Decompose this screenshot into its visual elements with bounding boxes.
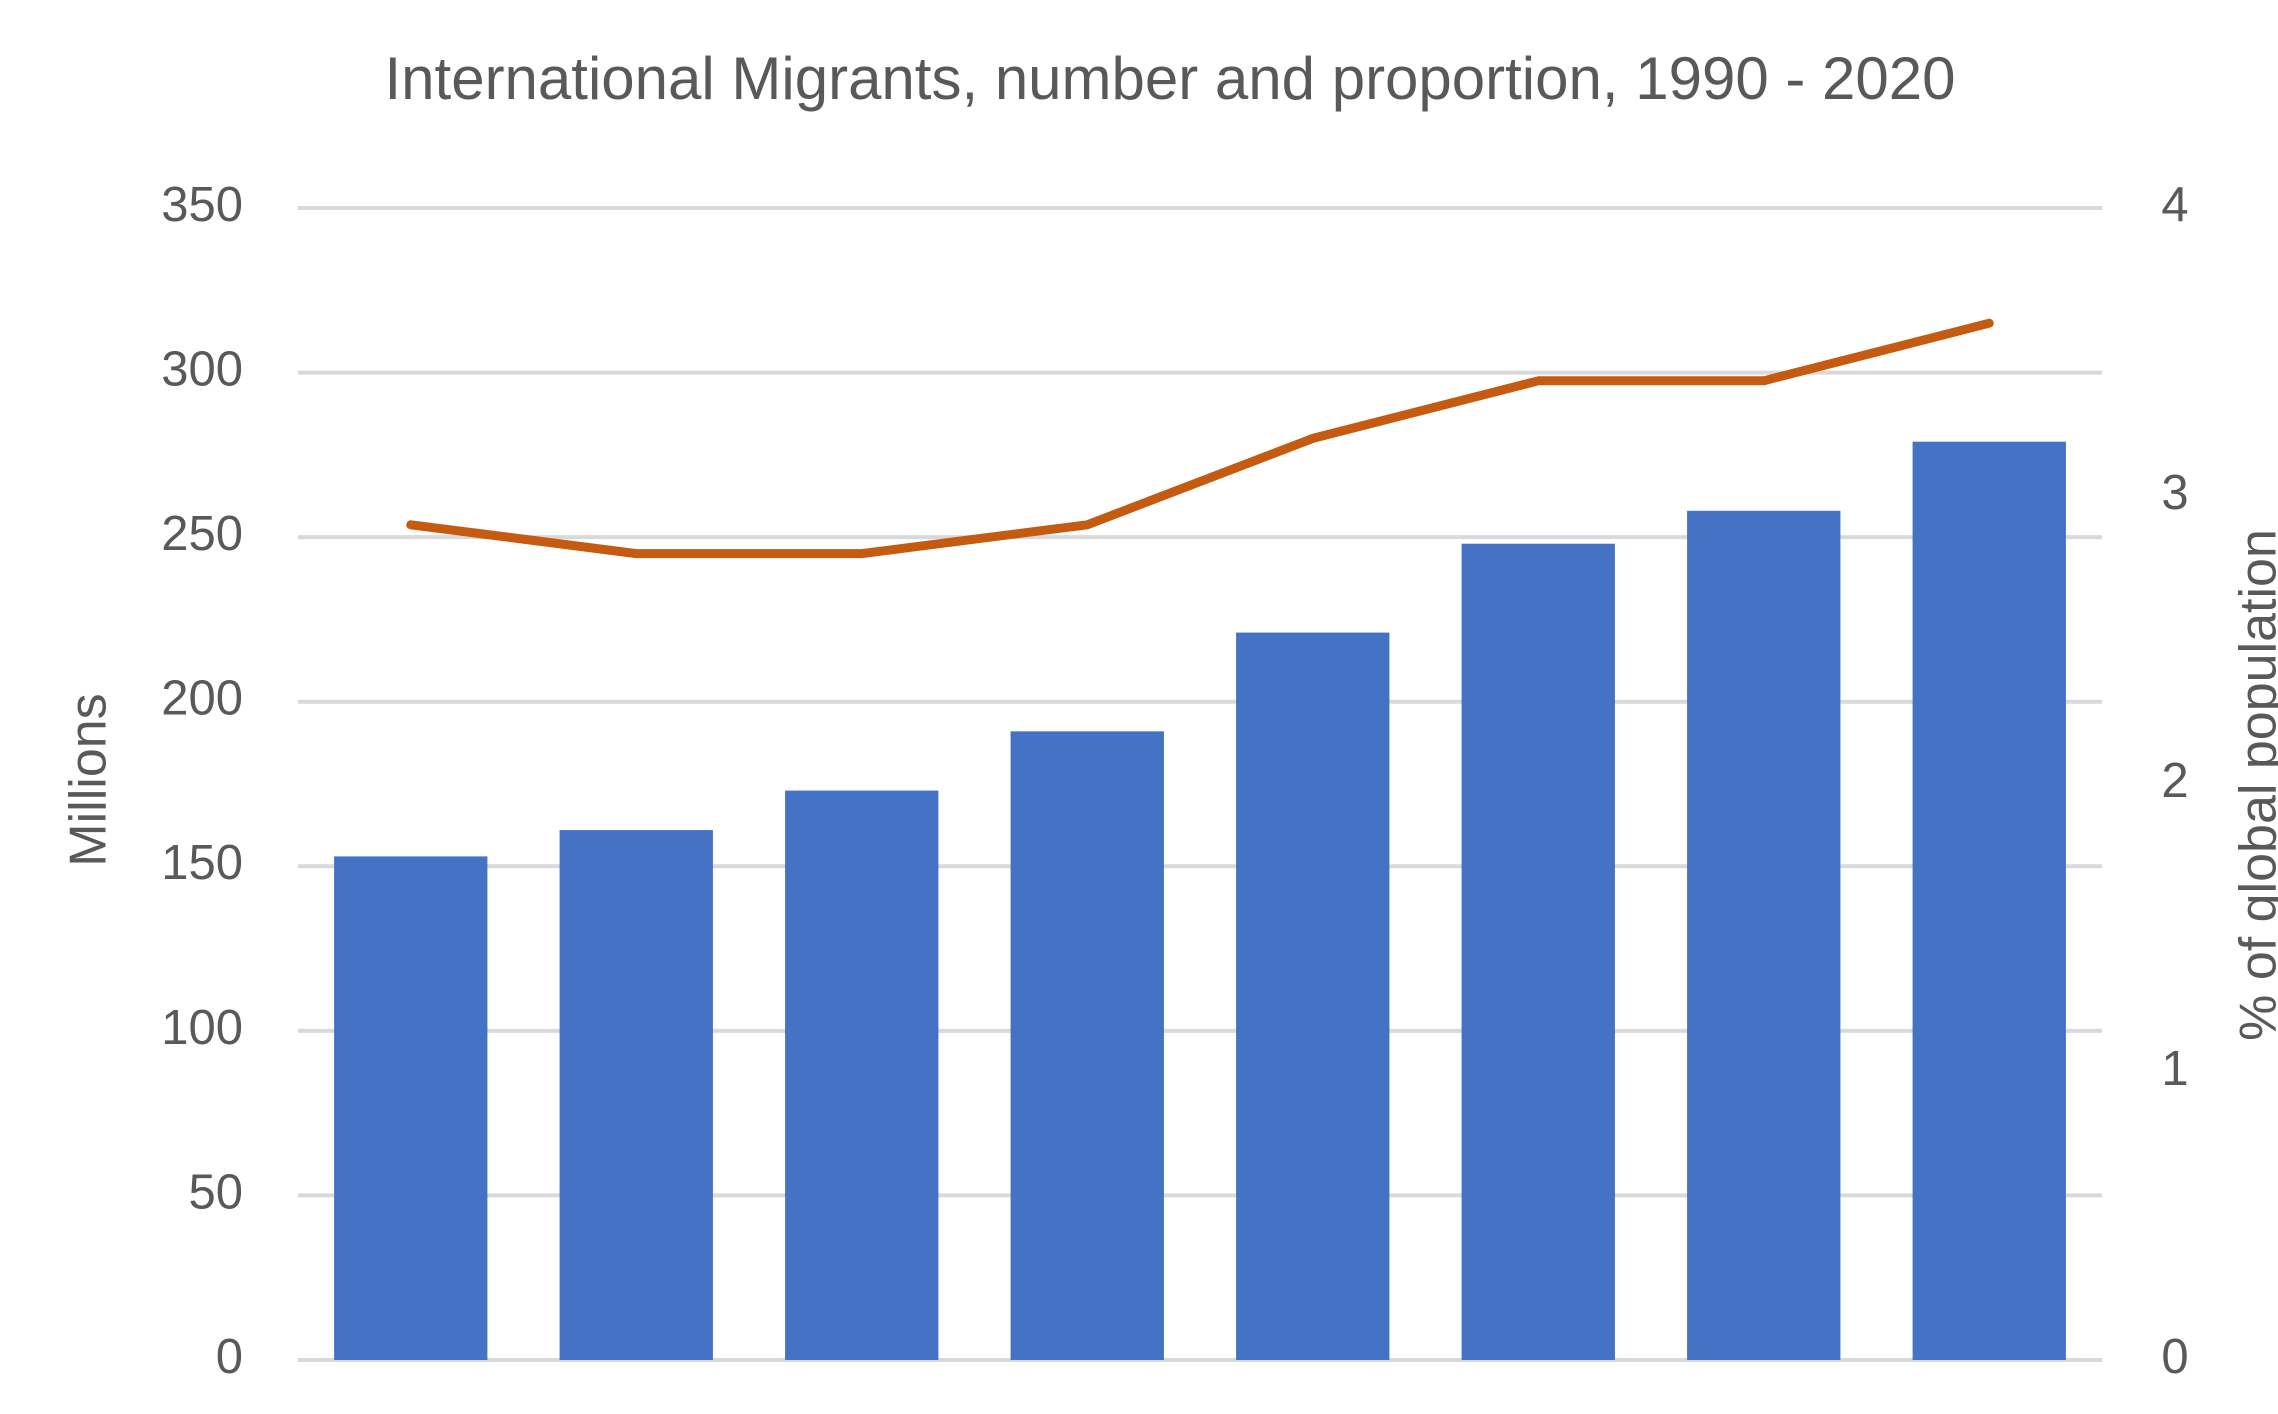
- bar: [559, 830, 713, 1360]
- y-tick-label: 200: [161, 672, 243, 726]
- y-tick-label: 250: [161, 507, 243, 561]
- chart-title: International Migrants, number and propo…: [385, 45, 1956, 112]
- y-axis-label: Millions: [60, 693, 118, 866]
- y2-axis-label: % of global population: [2230, 529, 2278, 1041]
- y-tick-label: 0: [216, 1330, 243, 1384]
- y-tick-label: 50: [188, 1165, 243, 1219]
- y2-tick-label: 2: [2161, 754, 2188, 808]
- y2-tick-label: 0: [2161, 1330, 2188, 1384]
- bar: [1010, 731, 1164, 1360]
- bar: [1687, 510, 1841, 1361]
- y-tick-label: 300: [161, 343, 243, 397]
- bar: [334, 856, 488, 1360]
- y-tick-label: 150: [161, 836, 243, 890]
- line: [406, 318, 1994, 559]
- y2-tick-label: 3: [2161, 466, 2188, 520]
- y-tick-label: 350: [161, 178, 243, 232]
- bar: [1912, 441, 2066, 1361]
- y2-tick-label: 1: [2161, 1042, 2188, 1096]
- bar: [1236, 632, 1390, 1360]
- y-tick-label: 100: [161, 1001, 243, 1055]
- bar: [785, 790, 939, 1360]
- y2-tick-label: 4: [2161, 178, 2188, 232]
- bar: [1461, 543, 1615, 1360]
